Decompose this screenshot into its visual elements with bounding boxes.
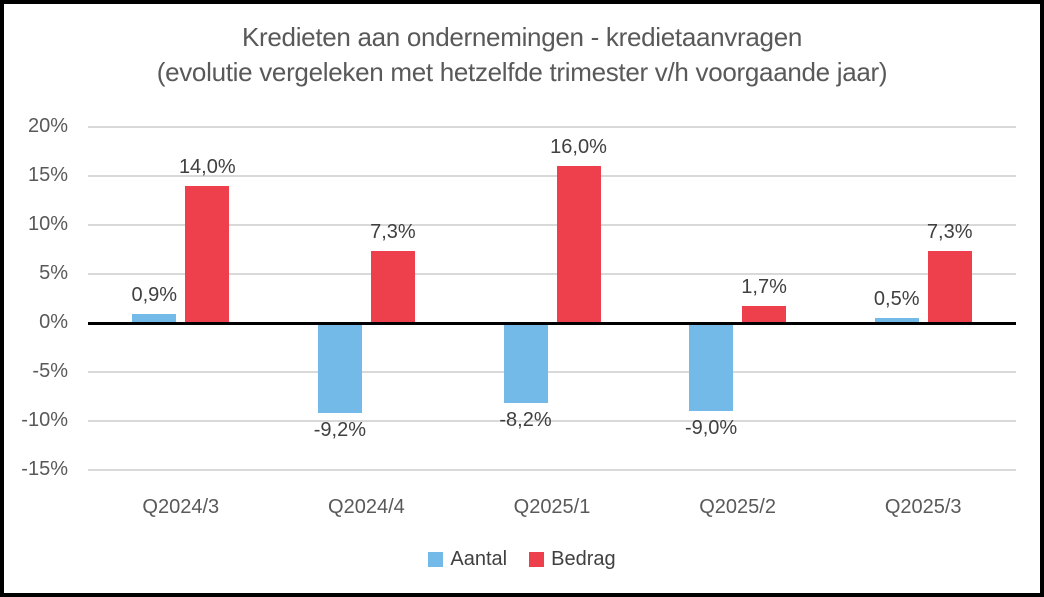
data-label-aantal-q2024-4: -9,2%: [313, 419, 367, 442]
gridline--5-: [88, 371, 1016, 373]
x-tick-label-q2024-4: Q2024/4: [328, 496, 405, 518]
bar-aantal-q2025-3: [874, 318, 919, 323]
data-label-bedrag-q2025-1: 16,0%: [550, 136, 607, 159]
data-label-aantal-q2025-1: -8,2%: [499, 409, 552, 432]
y-axis: 20% 15% 10% 5% 0% -5% -10% -15%: [4, 115, 68, 480]
plot-area: 0,9% 14,0% -9,2% 7,3% -8,2% 16,0% -9,0% 1,7% 0,5…: [88, 126, 1016, 471]
gridline--10-: [88, 420, 1016, 422]
gridline--15-: [88, 469, 1016, 471]
bar-bedrag-q2025-1: [556, 166, 601, 323]
zero-axis-line: [88, 321, 1016, 325]
bar-aantal-q2024-3: [132, 314, 177, 323]
data-label-bedrag-q2025-3: 7,3%: [926, 221, 973, 244]
bar-aantal-q2025-1: [503, 323, 548, 404]
x-tick-label-q2025-2: Q2025/2: [699, 496, 776, 518]
data-label-aantal-q2025-2: -9,0%: [684, 417, 738, 440]
chart-subtitle: (evolutie vergeleken met hetzelfde trime…: [156, 57, 888, 87]
legend-item-bedrag: Bedrag: [529, 548, 616, 571]
y-tick-label-10-: 10%: [27, 213, 68, 235]
x-tick-label-q2025-1: Q2025/1: [513, 496, 591, 518]
x-tick-label-q2025-3: Q2025/3: [884, 496, 962, 518]
y-tick-label--10-: -10%: [21, 409, 68, 431]
bar-bedrag-q2025-3: [927, 251, 972, 323]
y-tick-label--5-: -5%: [32, 360, 68, 382]
x-axis: Q2024/3 Q2024/4 Q2025/1 Q2025/2 Q2025/3: [88, 496, 1016, 522]
data-label-aantal-q2025-3: 0,5%: [873, 288, 920, 311]
gridline-15-: [88, 175, 1016, 177]
chart-title-block: Kredieten aan ondernemingen - kredietaan…: [4, 20, 1040, 90]
legend-label-aantal: Aantal: [450, 548, 508, 570]
legend-item-aantal: Aantal: [428, 548, 507, 571]
bar-bedrag-q2025-2: [742, 306, 787, 323]
legend-swatch-bedrag: [529, 552, 545, 567]
x-tick-label-q2024-3: Q2024/3: [142, 496, 220, 518]
bar-bedrag-q2024-4: [370, 251, 415, 323]
y-tick-label-0-: 0%: [39, 311, 68, 333]
y-tick-label--15-: -15%: [21, 458, 68, 480]
y-tick-label-15-: 15%: [27, 164, 68, 186]
data-label-bedrag-q2024-4: 7,3%: [370, 221, 416, 244]
bar-aantal-q2024-4: [317, 323, 362, 414]
legend: Aantal Bedrag: [4, 548, 1040, 571]
y-tick-label-20-: 20%: [27, 115, 68, 137]
data-label-bedrag-q2025-2: 1,7%: [741, 276, 787, 299]
data-label-bedrag-q2024-3: 14,0%: [178, 155, 236, 178]
legend-swatch-aantal: [428, 552, 444, 567]
chart-title: Kredieten aan ondernemingen - kredietaan…: [241, 22, 803, 52]
gridline-20-: [88, 126, 1016, 128]
gridline-10-: [88, 224, 1016, 226]
y-tick-label-5-: 5%: [39, 262, 68, 284]
legend-label-bedrag: Bedrag: [551, 548, 616, 570]
bar-aantal-q2025-2: [689, 323, 734, 412]
bar-bedrag-q2024-3: [185, 185, 230, 323]
data-label-aantal-q2024-3: 0,9%: [131, 284, 178, 307]
gridline-5-: [88, 273, 1016, 275]
